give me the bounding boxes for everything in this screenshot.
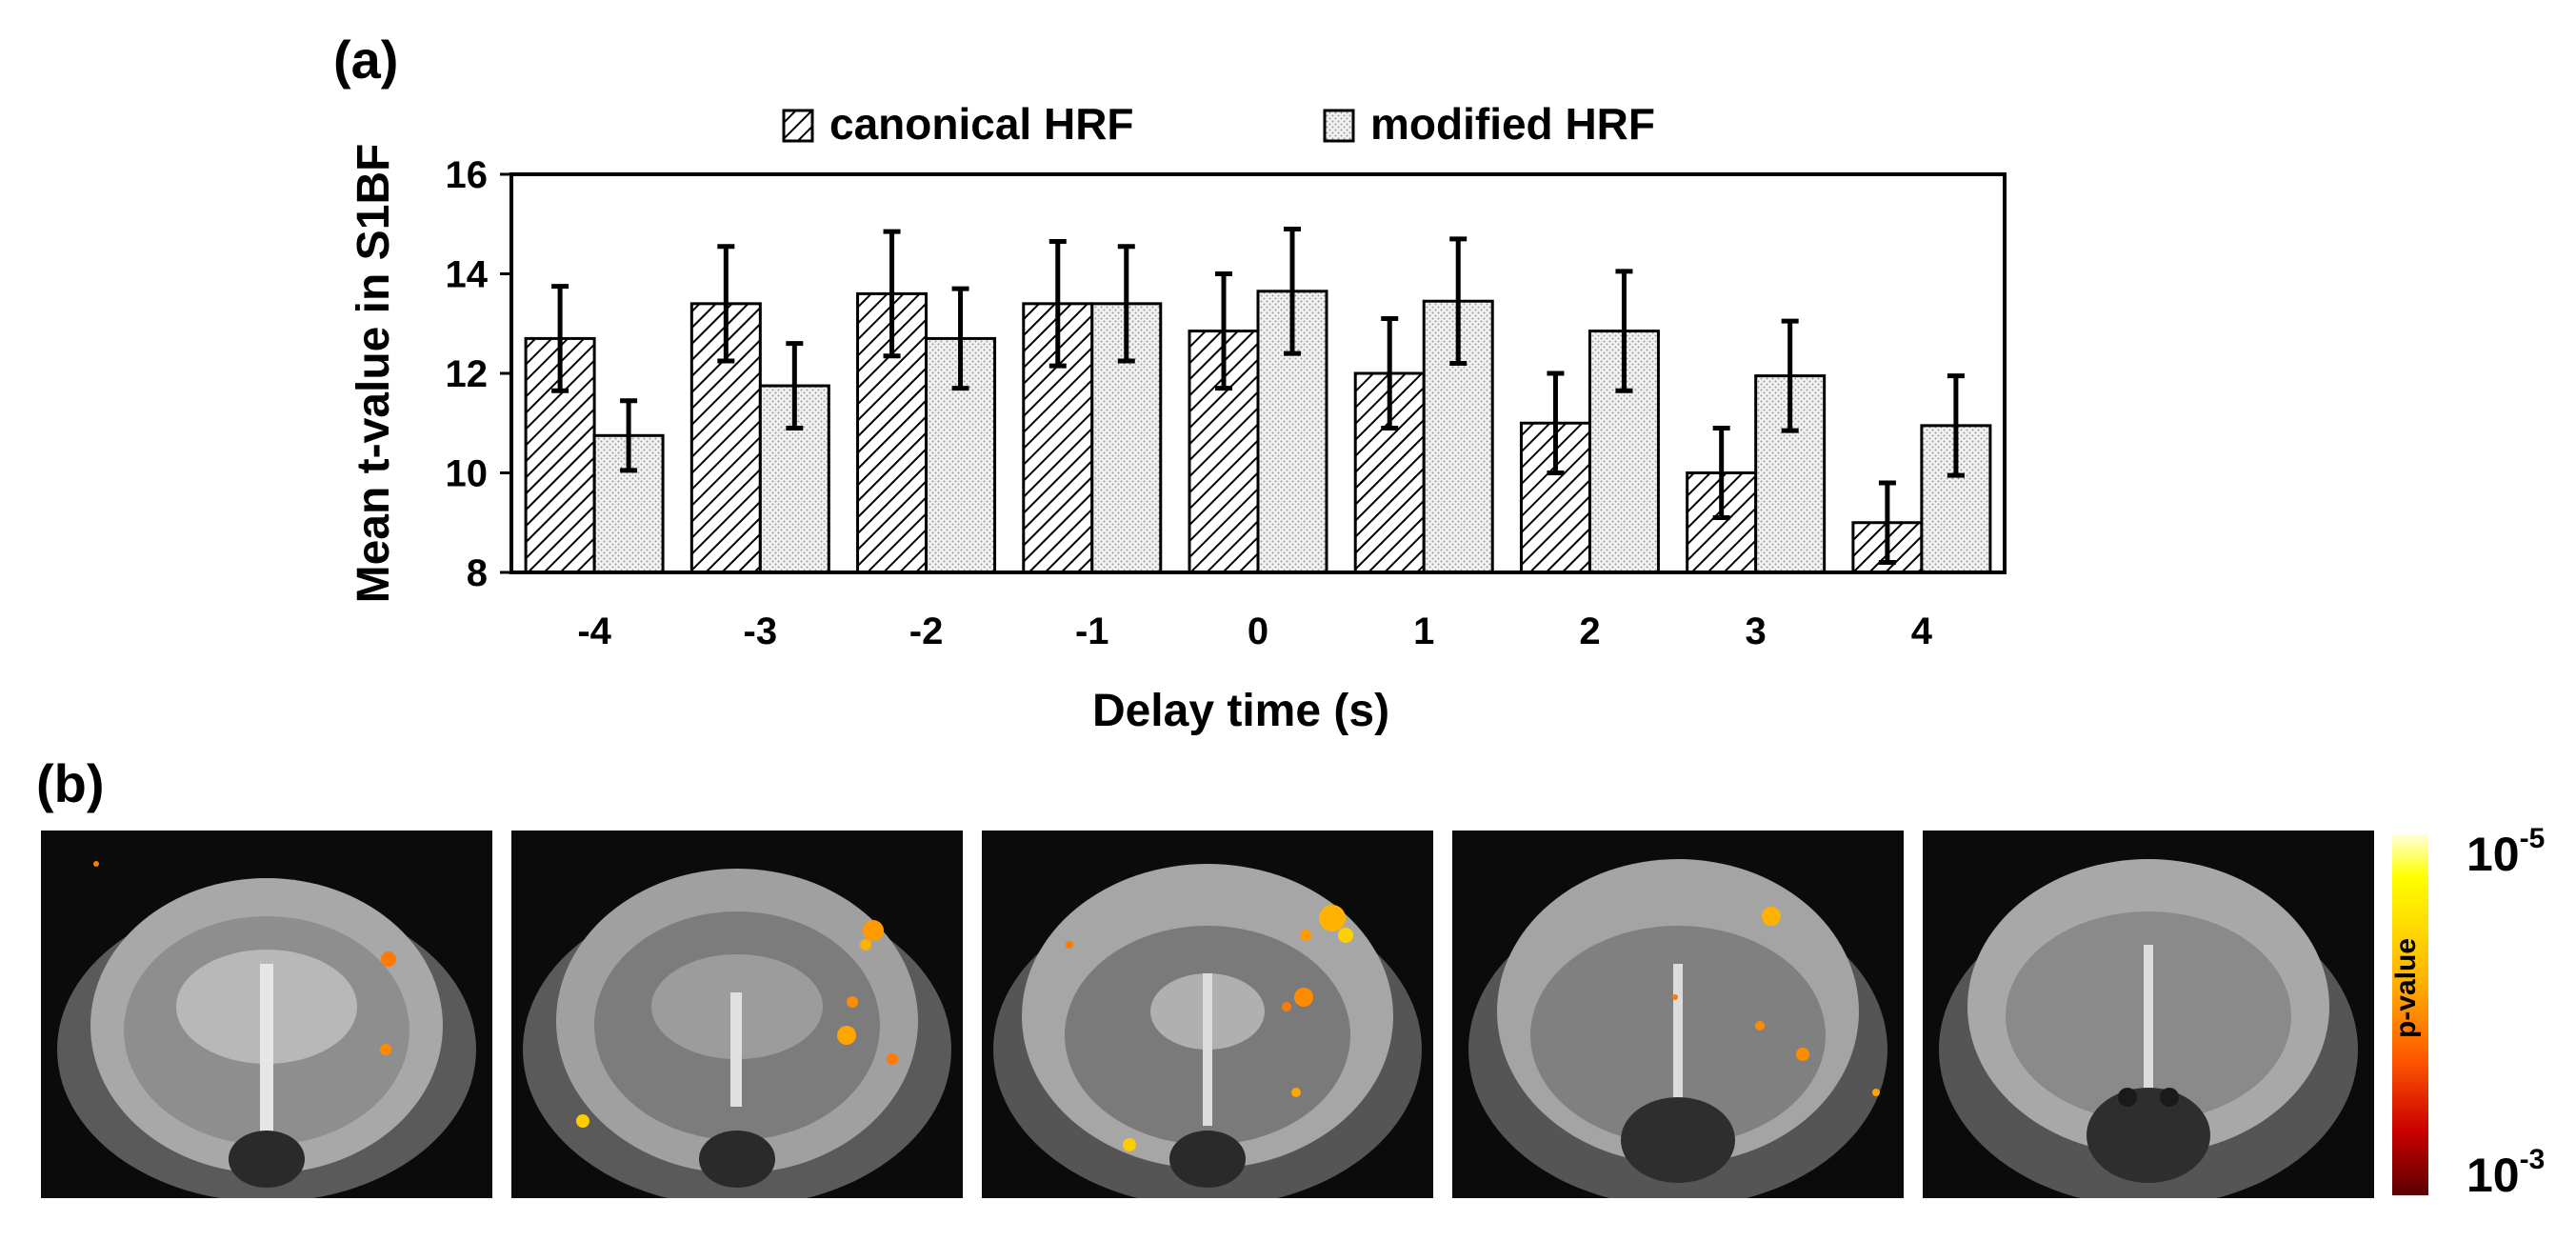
x-tick-label: 2 [1579, 610, 1600, 652]
errorbar-canonical-3 [1712, 425, 1730, 521]
errorbar-canonical-0 [1215, 271, 1232, 391]
x-tick-label: -4 [577, 610, 611, 652]
errorbar-modified--1 [1117, 244, 1135, 364]
mri-slice-5 [1923, 831, 2374, 1198]
errorbar-canonical-4 [1878, 480, 1896, 566]
x-tick-label: 4 [1911, 610, 1933, 652]
panel-a-label: (a) [333, 30, 399, 90]
legend: canonical HRF modified HRF [782, 99, 1655, 149]
errorbar-canonical--2 [883, 229, 901, 359]
colorbar-top-label: 10-5 [2466, 823, 2546, 881]
errorbar-modified-1 [1449, 236, 1468, 367]
errorbar-canonical-2 [1547, 370, 1565, 475]
p-value-colorbar [2392, 833, 2428, 1195]
legend-swatch-canonical [782, 109, 814, 143]
errorbar-modified-0 [1284, 226, 1301, 356]
errorbar-modified-2 [1615, 269, 1633, 393]
errorbar-modified-4 [1947, 373, 1965, 478]
colorbar-title: p-value [2390, 937, 2422, 1038]
y-tick-label: 8 [467, 552, 488, 594]
panel-b-label: (b) [36, 753, 105, 813]
errorbar-modified--3 [786, 341, 804, 430]
x-tick-label: -3 [744, 610, 778, 652]
mri-slice-4 [1452, 831, 1904, 1198]
x-axis-title: Delay time (s) [1092, 686, 1389, 736]
x-tick-label: -2 [909, 610, 944, 652]
y-tick-label: 16 [446, 154, 489, 196]
mri-slice-1 [41, 831, 492, 1198]
x-tick-label: 1 [1413, 610, 1434, 652]
x-tick-label: 0 [1248, 610, 1268, 652]
x-tick-label: -1 [1075, 610, 1109, 652]
y-axis-title: Mean t-value in S1BF [349, 144, 399, 604]
legend-label-modified: modified HRF [1370, 99, 1655, 149]
y-tick-label: 12 [446, 353, 489, 395]
errorbar-canonical-1 [1381, 316, 1399, 430]
errorbar-modified-3 [1781, 318, 1799, 433]
errorbar-modified--2 [951, 286, 969, 391]
colorbar-bottom-label: 10-3 [2466, 1144, 2546, 1202]
errorbar-canonical--4 [551, 284, 569, 393]
mri-slice-2 [511, 831, 963, 1198]
legend-swatch-modified [1323, 109, 1355, 143]
legend-label-canonical: canonical HRF [829, 99, 1134, 149]
errorbar-canonical--3 [717, 244, 735, 364]
y-tick-label: 10 [446, 453, 489, 495]
errorbar-modified--4 [620, 398, 638, 473]
mri-slice-3 [982, 831, 1433, 1198]
errorbar-canonical--1 [1048, 239, 1067, 369]
x-tick-label: 3 [1746, 610, 1767, 652]
y-tick-label: 14 [446, 254, 489, 296]
